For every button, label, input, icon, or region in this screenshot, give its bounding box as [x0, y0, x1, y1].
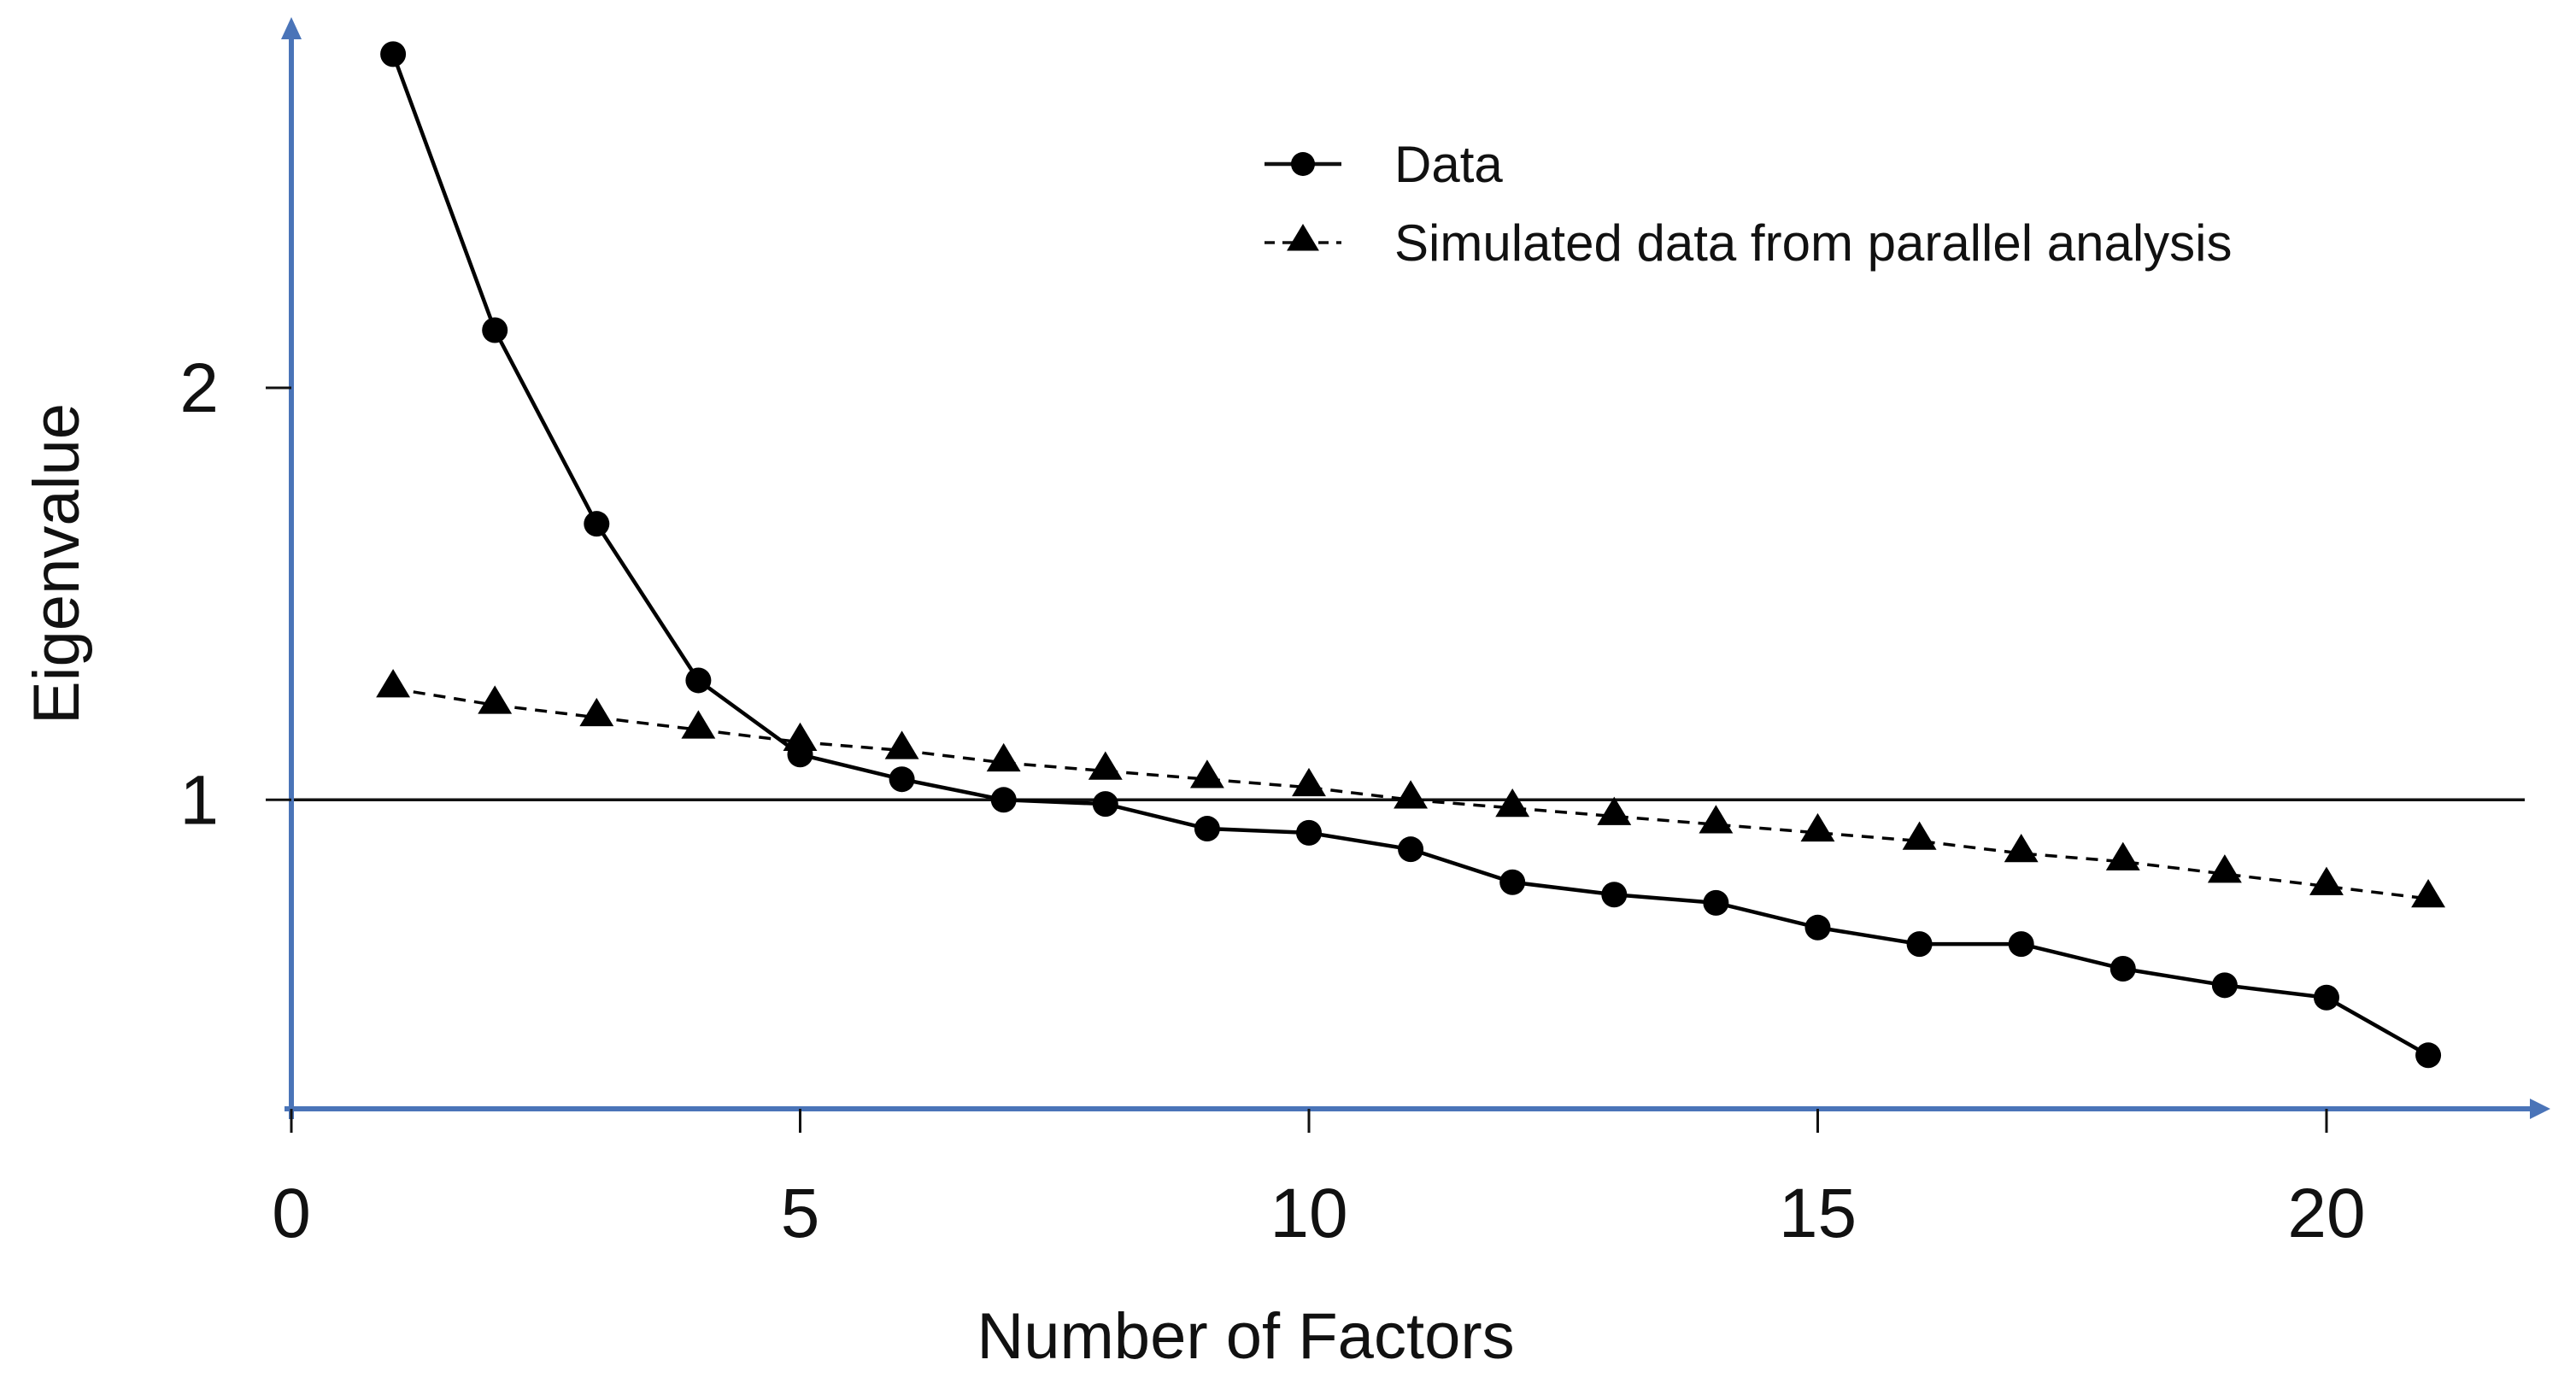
y-axis-arrow: [281, 17, 302, 39]
simulated-point: [986, 742, 1021, 772]
simulated-point: [478, 685, 513, 714]
simulated-point: [2207, 854, 2242, 883]
y-axis-title: Eigenvalue: [21, 403, 93, 724]
simulated-point: [1800, 812, 1835, 842]
simulated-point: [783, 722, 818, 752]
series-layer: [376, 41, 2446, 1069]
data-point: [584, 511, 610, 537]
data-point: [990, 787, 1017, 813]
x-axis-arrow: [2530, 1099, 2550, 1119]
simulated-point: [1088, 751, 1123, 780]
simulated-point: [1902, 821, 1937, 850]
simulated-point: [1292, 767, 1326, 797]
simulated-point: [681, 710, 716, 739]
data-point: [2313, 984, 2339, 1011]
simulated-point: [2105, 841, 2140, 870]
simulated-point: [1699, 805, 1734, 834]
data-point: [685, 667, 712, 694]
simulated-point: [884, 730, 919, 759]
series-data: [380, 41, 2442, 1069]
x-axis-title: Number of Factors: [977, 1300, 1514, 1373]
simulated-series-line: [392, 687, 2429, 900]
data-point: [1092, 791, 1118, 818]
data-series-line: [390, 53, 2430, 1058]
simulated-point: [1495, 788, 1530, 818]
simulated-point: [1394, 780, 1429, 809]
data-point: [1295, 819, 1322, 846]
legend-marker-circle: [1291, 152, 1315, 176]
data-point: [2008, 931, 2034, 958]
x-tick-label: 0: [272, 1175, 311, 1252]
data-point: [1906, 931, 1933, 958]
legend: Data Simulated data from parallel analysi…: [1265, 136, 2232, 272]
simulated-point: [1189, 759, 1224, 788]
data-point: [2211, 972, 2238, 999]
data-point: [1398, 836, 1424, 863]
simulated-point: [2004, 833, 2039, 863]
simulated-point: [579, 697, 614, 727]
legend-label-simulated: Simulated data from parallel analysis: [1394, 214, 2232, 272]
data-point: [1499, 869, 1526, 895]
y-tick-label: 1: [179, 761, 219, 839]
series-simulated: [376, 669, 2446, 908]
data-point: [380, 41, 407, 67]
simulated-point: [2411, 879, 2446, 908]
simulated-point: [1597, 796, 1632, 825]
x-tick-label: 5: [781, 1175, 820, 1252]
simulated-point: [376, 669, 411, 698]
y-tick-label: 2: [179, 349, 219, 427]
x-tick-label: 20: [2287, 1175, 2365, 1252]
x-tick-label: 10: [1270, 1175, 1347, 1252]
data-point: [1703, 889, 1729, 916]
data-point: [889, 766, 915, 793]
data-point: [1804, 914, 1831, 941]
simulated-point: [2309, 866, 2344, 895]
data-point: [2110, 956, 2136, 982]
axes-layer: 0 5 10 15 20 1 2: [179, 17, 2550, 1252]
data-point: [482, 317, 508, 343]
data-point: [2415, 1042, 2442, 1069]
x-tick-label: 15: [1779, 1175, 1857, 1252]
legend-label-data: Data: [1394, 136, 1503, 193]
data-point: [1601, 882, 1628, 908]
data-point: [1194, 816, 1220, 842]
legend-marker-triangle: [1287, 224, 1319, 251]
